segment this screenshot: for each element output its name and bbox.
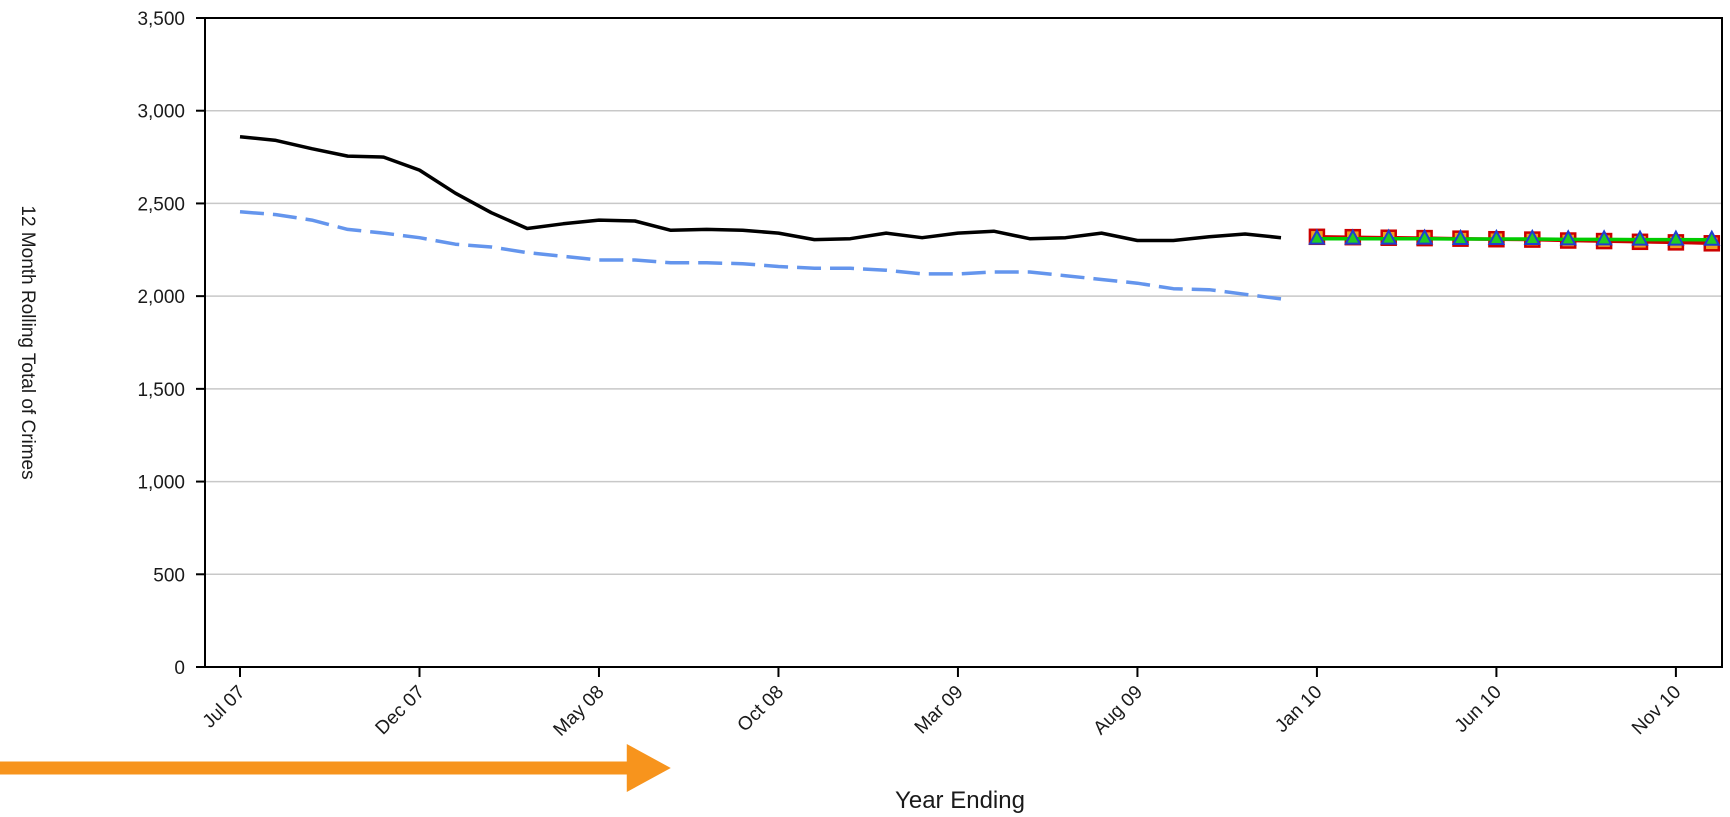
data-point [1380,228,1398,245]
series-line [239,210,1282,301]
x-axis-ticks: Jul 07 Dec 07 May 08 Oct 08 Mar 09 Aug 09 Jan … [199,667,1685,741]
x-tick-label: Jun 10 [1451,682,1506,737]
data-point [1308,228,1326,245]
y-tick-label: 1,500 [137,380,185,401]
x-tick-label: Jul 07 [199,682,250,733]
series-line [239,134,1282,243]
y-tick-label: 1,000 [137,473,185,494]
y-axis-ticks: 0 500 1,000 1,500 2,000 2,500 3,000 3,500 [137,9,205,679]
data-point [1415,228,1434,245]
x-axis-title: Year Ending [895,787,1025,814]
data-point [1631,229,1649,246]
gridlines [205,109,1722,576]
series-line [1316,236,1712,242]
y-tick-label: 3,000 [137,102,185,123]
arrow-head-right [626,744,671,792]
data-point [1451,228,1470,246]
x-tick-label: Mar 09 [911,682,968,739]
x-tick-label: Aug 09 [1090,682,1147,739]
y-tick-label: 2,500 [137,194,185,215]
data-point [1595,229,1613,246]
data-point [1559,229,1577,246]
x-tick-label: Oct 08 [734,682,788,736]
plot-frame [204,17,1723,668]
x-tick-label: Jan 10 [1271,682,1326,737]
y-tick-label: 500 [153,565,185,586]
data-point [1667,229,1685,246]
x-tick-label: May 08 [550,682,609,741]
data-point [1344,228,1362,245]
y-tick-label: 2,000 [137,287,185,308]
series-group [239,134,1721,301]
x-tick-label: Nov 10 [1628,682,1685,739]
y-tick-label: 0 [174,658,185,679]
x-tick-label: Dec 07 [372,682,429,739]
orange-double-arrow [0,744,671,792]
y-tick-label: 3,500 [137,9,185,30]
data-point [1487,228,1506,246]
data-point [1703,229,1721,246]
y-axis-title: 12 Month Rolling Total of Crimes [17,205,38,479]
data-point [1523,228,1541,246]
